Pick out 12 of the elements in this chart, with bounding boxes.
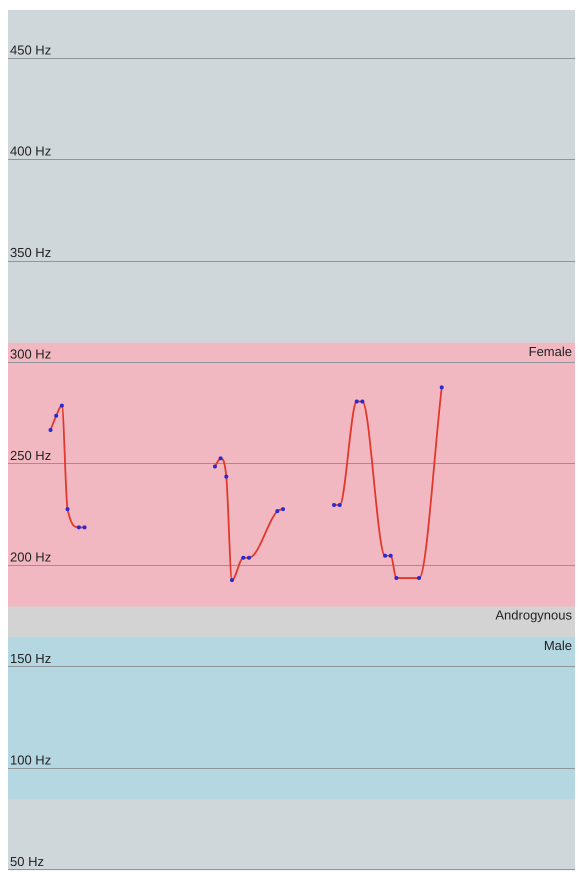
y-tick-label: 450 Hz bbox=[10, 42, 52, 58]
y-tick-label: 100 Hz bbox=[10, 752, 52, 768]
y-tick-label: 250 Hz bbox=[10, 448, 52, 464]
band-label: Female bbox=[528, 344, 572, 359]
y-tick-label: 50 Hz bbox=[10, 854, 44, 869]
y-tick-label: 400 Hz bbox=[10, 144, 52, 159]
y-tick-label: 200 Hz bbox=[10, 549, 52, 564]
y-tick-label: 300 Hz bbox=[10, 346, 52, 362]
band-label: Male bbox=[544, 638, 572, 653]
y-tick-label: 150 Hz bbox=[10, 650, 52, 666]
band-label: Androgynous bbox=[495, 608, 572, 623]
y-tick-label: 350 Hz bbox=[10, 245, 52, 260]
